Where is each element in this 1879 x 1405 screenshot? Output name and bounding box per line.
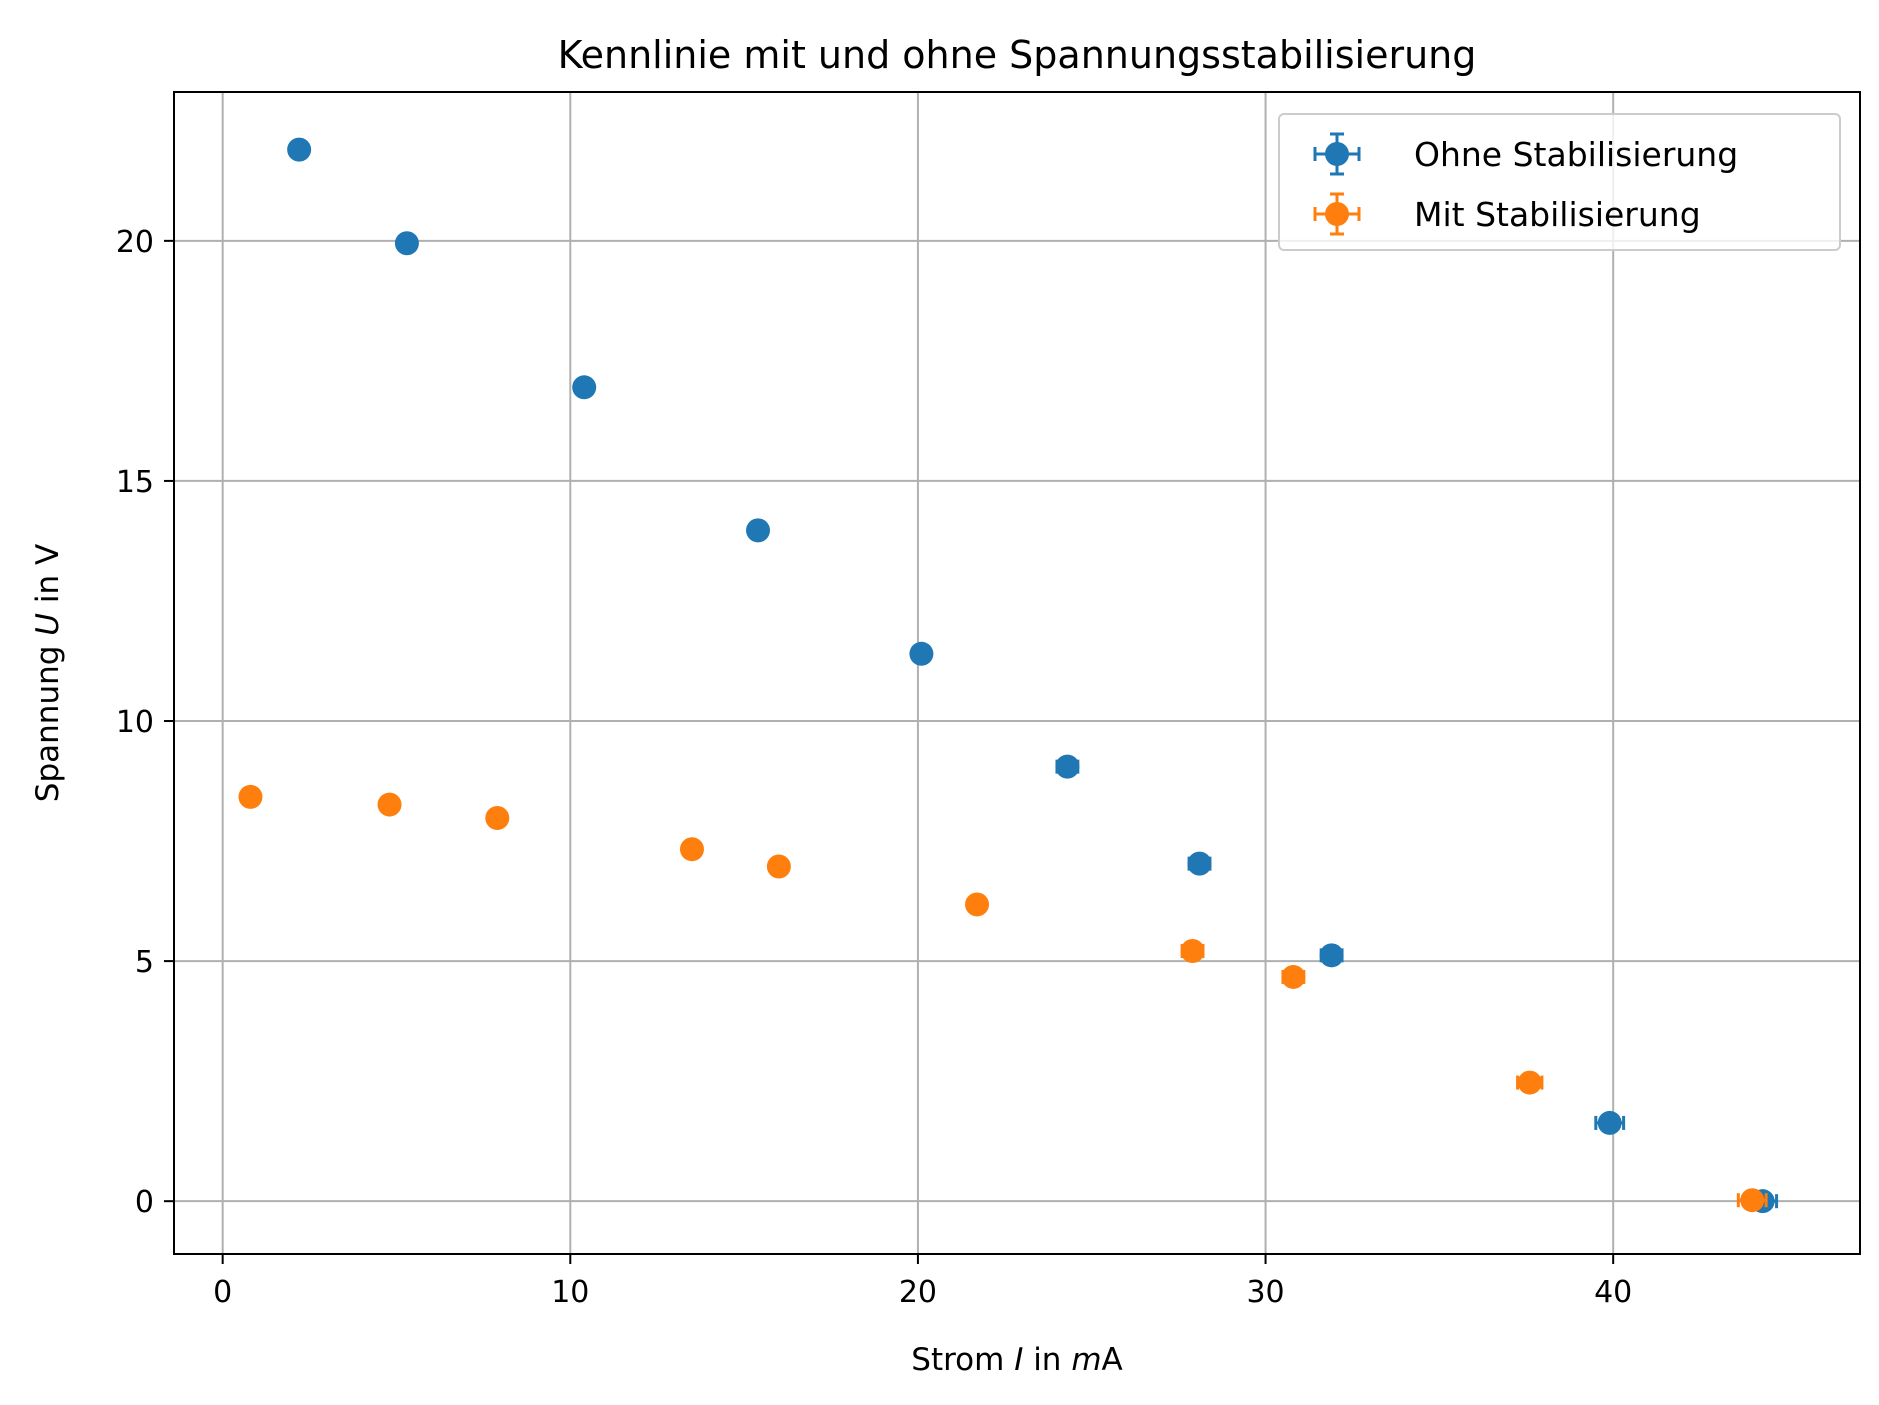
data-point bbox=[238, 784, 263, 809]
y-tick-label: 5 bbox=[135, 945, 154, 980]
data-point bbox=[1281, 964, 1306, 989]
data-point bbox=[1597, 1110, 1622, 1135]
y-tick-label: 15 bbox=[116, 465, 154, 500]
y-tick-label: 20 bbox=[116, 225, 154, 260]
data-point bbox=[1319, 943, 1344, 968]
data-point bbox=[1187, 851, 1212, 876]
data-point bbox=[1180, 939, 1205, 964]
axis-title-part: Spannung bbox=[30, 636, 66, 802]
data-point bbox=[485, 806, 510, 831]
data-point bbox=[394, 231, 419, 256]
legend-marker bbox=[1313, 132, 1361, 176]
axis-title-part: Strom bbox=[911, 1342, 1014, 1378]
data-point bbox=[572, 375, 597, 400]
legend-marker bbox=[1313, 192, 1361, 236]
x-axis-ticks: 0 10 20 30 40 bbox=[213, 1254, 1632, 1310]
data-point bbox=[909, 641, 934, 666]
data-point bbox=[766, 854, 791, 879]
y-tick-label: 0 bbox=[135, 1185, 154, 1220]
x-tick-label: 10 bbox=[551, 1275, 589, 1310]
data-point bbox=[1517, 1070, 1542, 1095]
axis-title-part: in V bbox=[30, 544, 66, 613]
data-point bbox=[287, 137, 312, 162]
x-tick-label: 30 bbox=[1246, 1275, 1284, 1310]
axis-title-part: U bbox=[30, 613, 66, 636]
legend-item: Mit Stabilisierung bbox=[1313, 192, 1701, 236]
legend-box bbox=[1278, 113, 1841, 251]
chart-title: Kennlinie mit und ohne Spannungsstabilis… bbox=[558, 33, 1477, 77]
legend-item: Ohne Stabilisierung bbox=[1313, 132, 1738, 176]
x-tick-label: 0 bbox=[213, 1275, 232, 1310]
x-axis-title: Strom I in mA bbox=[911, 1342, 1122, 1378]
axis-title-part: in bbox=[1023, 1342, 1071, 1378]
plot-frame bbox=[173, 91, 1861, 1255]
legend-label: Mit Stabilisierung bbox=[1414, 195, 1701, 234]
plot-area-background bbox=[174, 92, 1860, 1254]
data-point bbox=[965, 892, 990, 917]
legend-label: Ohne Stabilisierung bbox=[1414, 135, 1738, 174]
legend: Ohne Stabilisierung Mit Stabilisierung bbox=[1278, 113, 1841, 251]
series-mit-stabilisierung bbox=[238, 784, 1768, 1213]
data-point bbox=[679, 837, 704, 862]
data-point bbox=[1740, 1188, 1765, 1213]
axis-title-part: A bbox=[1102, 1342, 1123, 1378]
data-point bbox=[746, 518, 771, 543]
data-point bbox=[1055, 754, 1080, 779]
y-tick-label: 10 bbox=[116, 705, 154, 740]
axis-title-part: I bbox=[1014, 1342, 1023, 1378]
data-point bbox=[377, 792, 402, 817]
x-tick-label: 40 bbox=[1594, 1275, 1632, 1310]
series-layer bbox=[238, 137, 1779, 1214]
axis-title-part: m bbox=[1071, 1342, 1101, 1378]
y-axis-title: Spannung U in V bbox=[30, 544, 66, 802]
x-tick-label: 20 bbox=[899, 1275, 937, 1310]
y-axis-ticks: 0 5 10 15 20 bbox=[116, 225, 174, 1220]
